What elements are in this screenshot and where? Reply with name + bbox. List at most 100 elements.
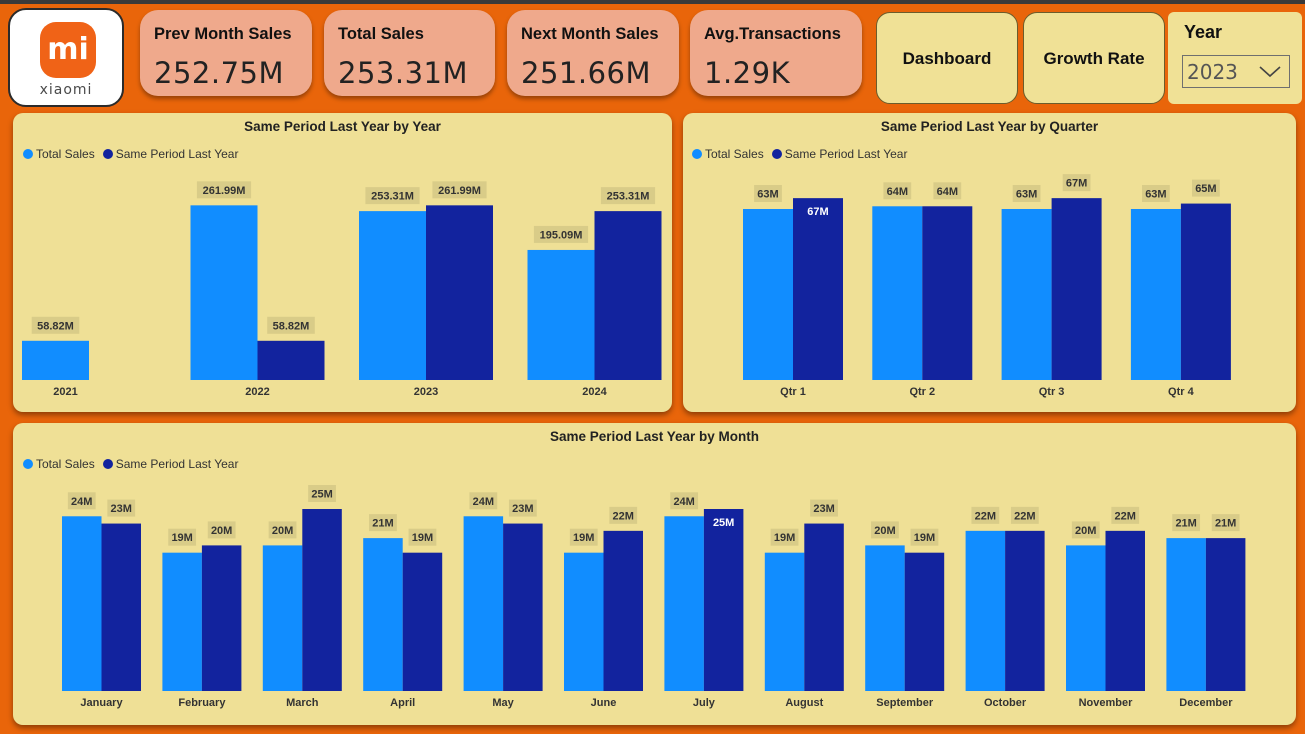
chart-legend: Total Sales Same Period Last Year [23, 457, 246, 471]
data-label-background [1192, 179, 1220, 197]
bar-total-sales [965, 530, 1006, 691]
x-axis-tick-label: 2023 [414, 386, 438, 398]
chart-panel-by-year: Same Period Last Year by Year Total Sale… [13, 113, 672, 412]
bar-same-period-last-year [302, 509, 342, 691]
kpi-card-avg-transactions: Avg.Transactions 1.29K [690, 10, 862, 96]
bar-total-sales [1066, 545, 1106, 691]
x-axis-tick-label: April [390, 697, 415, 709]
data-label: 20M [272, 525, 293, 537]
data-label-background [1071, 521, 1100, 539]
bar-same-period-last-year [201, 545, 242, 691]
legend-dot-last-year [102, 149, 113, 159]
data-label: 25M [311, 489, 332, 501]
data-label-background [810, 499, 838, 517]
data-label: 21M [1215, 518, 1236, 530]
bar-same-period-last-year [904, 552, 945, 691]
legend-dot-total [23, 149, 33, 159]
bar-total-sales [564, 552, 604, 691]
data-label: 261.99M [438, 185, 481, 197]
data-label: 20M [211, 525, 232, 537]
data-label: 67M [1066, 178, 1087, 190]
chart-title: Same Period Last Year by Quarter [880, 119, 1099, 134]
bar-total-sales [190, 205, 258, 380]
data-label-background [67, 492, 96, 510]
data-label: 20M [874, 525, 895, 537]
year-dropdown[interactable]: 2023 [1182, 55, 1290, 88]
data-label-background [883, 182, 912, 200]
window-top-border [0, 0, 1305, 4]
bar-total-sales [22, 340, 89, 380]
bar-total-sales [664, 516, 704, 691]
x-axis-tick-label: November [1079, 697, 1134, 709]
bar-same-period-last-year [603, 530, 643, 691]
bar-same-period-last-year [594, 211, 662, 380]
bar-total-sales [865, 545, 905, 691]
x-axis-tick-label: 2022 [245, 386, 269, 398]
legend-dot-total [23, 459, 33, 469]
data-label: 58.82M [37, 320, 74, 332]
bar-same-period-last-year [793, 198, 843, 380]
data-label-background [971, 506, 1000, 524]
x-axis-tick-label: August [785, 697, 823, 709]
data-label-background [107, 499, 136, 517]
chart-legend: Total Sales Same Period Last Year [692, 147, 915, 161]
chevron-down-icon [1259, 66, 1281, 78]
data-label: 23M [813, 503, 834, 515]
x-axis-tick-label: Qtr 1 [780, 386, 806, 398]
data-label: 64M [887, 186, 908, 198]
bar-total-sales [162, 552, 202, 691]
data-label: 64M [937, 186, 958, 198]
x-axis-tick-label: July [693, 697, 716, 709]
data-label-background [871, 521, 899, 539]
data-label-background [308, 485, 336, 502]
bar-same-period-last-year [1105, 530, 1145, 691]
data-label-background [533, 225, 589, 243]
data-label-background [933, 182, 962, 200]
dashboard-button[interactable]: Dashboard [876, 12, 1018, 104]
data-label-background [207, 521, 236, 539]
data-label: 20M [1075, 525, 1096, 537]
data-label: 65M [1195, 183, 1216, 195]
year-selected-value: 2023 [1187, 60, 1238, 84]
legend-label: Total Sales [36, 147, 95, 161]
chart-legend: Total Sales Same Period Last Year [23, 147, 246, 161]
bar-same-period-last-year [426, 205, 493, 380]
bar-same-period-last-year [257, 340, 325, 380]
x-axis-tick-label: Qtr 3 [1039, 386, 1065, 398]
data-label: 24M [71, 496, 92, 508]
x-axis-tick-label: January [80, 697, 123, 709]
bar-total-sales [363, 538, 403, 691]
chart-title: Same Period Last Year by Month [549, 429, 760, 444]
data-label-background [365, 187, 420, 205]
data-label: 19M [412, 532, 433, 544]
kpi-label: Avg.Transactions [704, 25, 841, 43]
data-label-background [770, 528, 799, 546]
data-label: 22M [1014, 510, 1035, 522]
x-axis-tick-label: September [876, 697, 934, 709]
legend-item-last-year: Same Period Last Year [102, 457, 238, 471]
kpi-label: Next Month Sales [521, 25, 659, 43]
data-label: 253.31M [607, 191, 650, 203]
legend-label: Same Period Last Year [784, 147, 908, 161]
bar-total-sales [872, 206, 923, 380]
year-slicer: Year 2023 [1168, 12, 1302, 104]
bar-same-period-last-year [402, 552, 443, 691]
x-axis-tick-label: October [984, 697, 1027, 709]
growth-rate-button[interactable]: Growth Rate [1023, 12, 1165, 104]
kpi-value: 1.29K [704, 56, 791, 90]
data-label: 19M [573, 532, 594, 544]
data-label-background [196, 181, 252, 199]
data-label: 253.31M [371, 191, 414, 203]
data-label: 24M [473, 496, 494, 508]
kpi-value: 252.75M [154, 56, 284, 90]
data-label: 63M [1145, 189, 1166, 201]
kpi-value: 253.31M [338, 56, 468, 90]
bar-total-sales [1166, 538, 1206, 691]
bar-chart-by-quarter: 63M 67M Qtr 1 64M 64M Qtr 2 63M 67M Qtr 3 63M 65M Q… [743, 174, 1231, 398]
data-label-background [1211, 514, 1240, 532]
data-label: 22M [1115, 510, 1136, 522]
bar-chart-by-year: 58.82M 2021 261.99M 58.82M 2022 253.31M 261.99… [22, 181, 662, 398]
legend-dot-last-year [771, 149, 782, 159]
data-label-background [31, 316, 80, 334]
bar-same-period-last-year [804, 523, 844, 691]
